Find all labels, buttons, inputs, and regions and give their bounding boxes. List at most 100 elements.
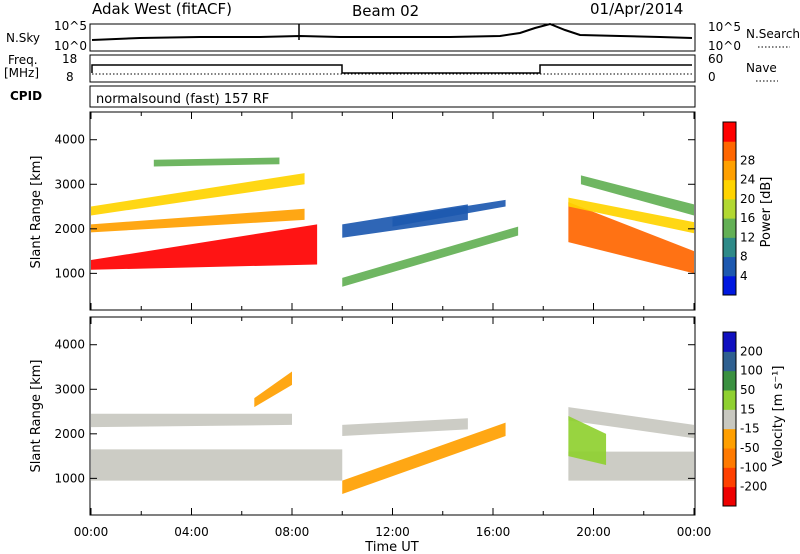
cpid-text: normalsound (fast) 157 RF	[96, 92, 269, 107]
colorbar-tick-label: 200	[740, 344, 763, 358]
nsearch-label: N.Search	[746, 27, 800, 41]
colorbar-swatch	[723, 275, 736, 296]
nsky-tick-top: 10^5	[54, 19, 87, 33]
y-tick-label: 3000	[54, 382, 85, 396]
colorbar-tick-label: 50	[740, 383, 755, 397]
colorbar-tick-label: 20	[740, 192, 755, 206]
colorbar-frame	[722, 121, 737, 296]
colorbar-swatch	[723, 428, 736, 449]
cpid-panel	[89, 85, 696, 108]
power-bands	[91, 157, 694, 287]
nsearch-tick-bottom: 10^0	[708, 39, 741, 53]
power-echo-band	[91, 224, 318, 270]
freq-unit: [MHz]	[4, 66, 39, 80]
x-tick-label: 00:00	[677, 525, 712, 539]
power-colorbar: 4 8 12 16 20 24 28	[722, 121, 755, 296]
y-tick-label: 1000	[54, 266, 85, 280]
nave-tick-bottom: 0	[708, 70, 716, 84]
cpid-label: CPID	[10, 89, 42, 103]
colorbar-tick-label: -100	[740, 460, 767, 474]
nsearch-tick-top: 10^5	[708, 20, 741, 34]
power-echo-band	[568, 197, 694, 234]
colorbar-swatch	[723, 237, 736, 258]
colorbar-swatch	[723, 198, 736, 219]
colorbar-swatch	[723, 467, 736, 488]
colorbar-swatch	[723, 390, 736, 410]
power-echo-band	[91, 208, 305, 233]
nsky-trace	[91, 22, 693, 41]
colorbar-swatch	[723, 409, 736, 430]
colorbar-swatch	[723, 160, 736, 181]
velocity-ylabel: Slant Range [km]	[29, 360, 44, 473]
colorbar-tick-label: 16	[740, 211, 755, 225]
colorbar-tick-label: 24	[740, 173, 755, 187]
x-tick-label: 20:00	[576, 525, 611, 539]
velocity-echo-band	[91, 413, 292, 428]
y-tick-label: 2000	[54, 222, 85, 236]
power-echo-band	[342, 226, 519, 287]
x-tick-label: 04:00	[174, 525, 209, 539]
nsky-panel	[89, 23, 696, 52]
velocity-echo-band	[568, 407, 694, 439]
colorbar-swatch	[723, 122, 736, 142]
colorbar-tick-label: 15	[740, 402, 755, 416]
time-xlabel: Time UT	[364, 540, 418, 554]
freq-tick-top: 18	[62, 52, 77, 66]
freq-panel	[89, 54, 696, 83]
power-ylabel: Slant Range [km]	[29, 156, 44, 269]
colorbar-tick-label: -15	[740, 422, 760, 436]
beam-title: Beam 02	[352, 2, 419, 20]
freq-label: Freq.	[8, 53, 38, 67]
x-tick-label: 12:00	[375, 525, 410, 539]
nsky-tick-bottom: 10^0	[54, 39, 87, 53]
velocity-echo-band	[254, 371, 292, 408]
colorbar-swatch	[723, 332, 736, 352]
velocity-echo-band	[342, 418, 468, 437]
x-tick-label: 08:00	[275, 525, 310, 539]
power-echo-band	[91, 173, 305, 216]
y-tick-label: 3000	[54, 177, 85, 191]
power-colorbar-label: Power [dB]	[759, 177, 774, 248]
velocity-colorbar-label: Velocity [m s⁻¹]	[771, 366, 786, 467]
nsky-label: N.Sky	[6, 31, 40, 45]
colorbar-swatch	[723, 351, 736, 372]
colorbar-swatch	[723, 370, 736, 391]
colorbar-swatch	[723, 256, 736, 277]
colorbar-tick-label: 4	[740, 269, 748, 283]
date-title: 01/Apr/2014	[590, 0, 683, 18]
velocity-bands	[91, 371, 694, 494]
freq-tick-bottom: 8	[66, 70, 74, 84]
velocity-echo-band	[342, 422, 506, 494]
x-tick-label: 00:00	[74, 525, 109, 539]
colorbar-swatch	[723, 448, 736, 468]
x-tick-label: 16:00	[476, 525, 511, 539]
velocity-echo-band	[568, 416, 607, 465]
y-tick-label: 2000	[54, 427, 85, 441]
freq-trace	[91, 64, 692, 74]
velocity-echo-band	[91, 449, 343, 481]
power-echo-band	[153, 157, 280, 167]
colorbar-swatch	[723, 179, 736, 200]
colorbar-tick-label: 100	[740, 364, 763, 378]
power-echo-band	[392, 199, 506, 227]
axes: 1000 2000 3000 4000 1000 2000 3000 4000 00:00 04:…	[54, 112, 711, 539]
power-echo-band	[568, 202, 694, 274]
y-tick-label: 4000	[54, 338, 85, 352]
nave-tick-top: 60	[708, 52, 723, 66]
colorbar-tick-label: 8	[740, 250, 748, 264]
station-title: Adak West (fitACF)	[92, 0, 232, 18]
y-tick-label: 4000	[54, 133, 85, 147]
colorbar-tick-label: 28	[740, 153, 755, 167]
colorbar-swatch	[723, 141, 736, 161]
colorbar-tick-label: -200	[740, 480, 767, 494]
colorbar-swatch	[723, 486, 736, 507]
y-tick-label: 1000	[54, 471, 85, 485]
velocity-colorbar: -200 -100 -50 -15 15 50 100 200	[722, 331, 767, 507]
nave-label: Nave	[746, 61, 777, 75]
colorbar-frame	[722, 331, 737, 507]
power-echo-band	[580, 175, 694, 216]
colorbar-swatch	[723, 218, 736, 238]
colorbar-tick-label: 12	[740, 230, 755, 244]
colorbar-tick-label: -50	[740, 441, 760, 455]
